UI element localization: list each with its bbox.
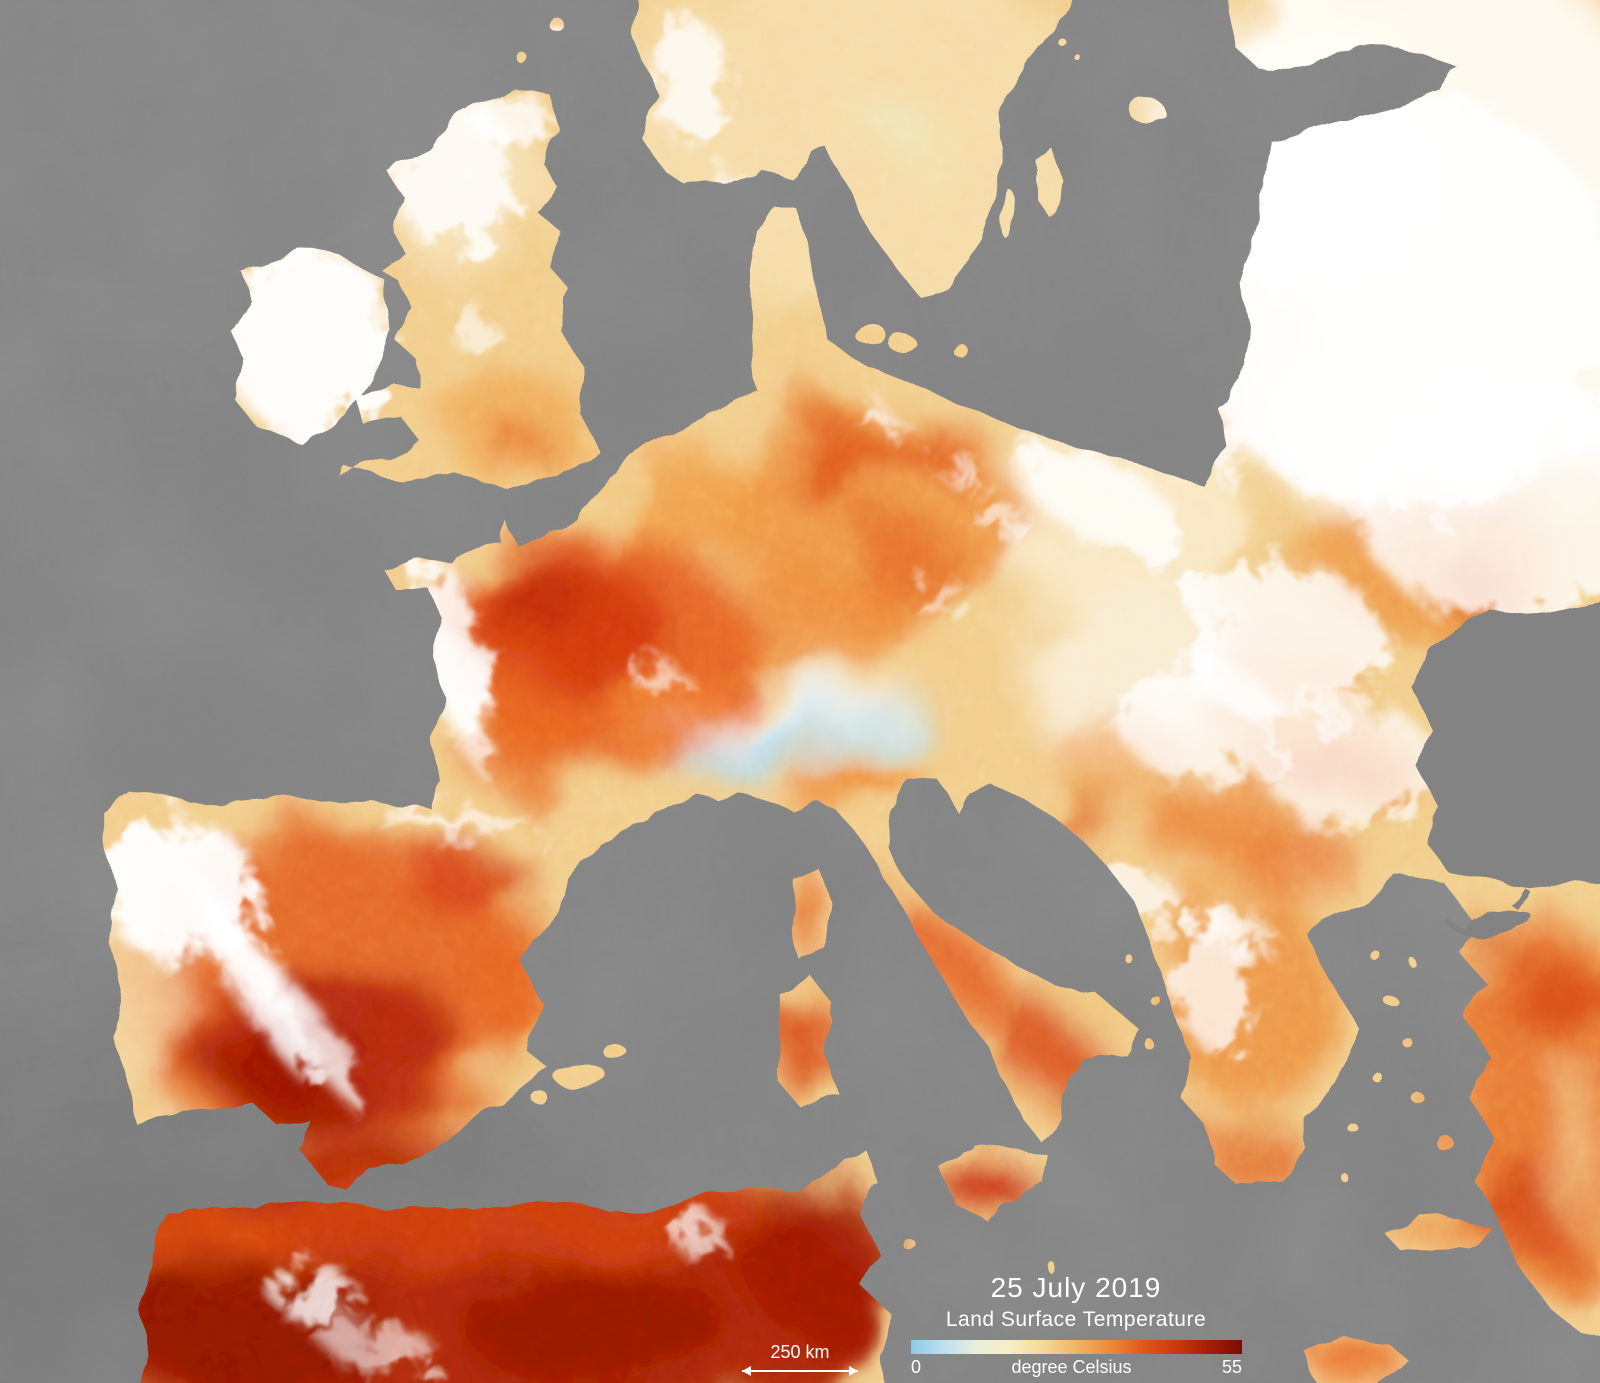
scale-bar: 250 km [742,1342,858,1376]
scale-bar-arrow [742,1366,858,1376]
colorbar-min-label: 0 [911,1357,922,1377]
scale-bar-label: 250 km [770,1342,830,1362]
date-label: 25 July 2019 [990,1272,1162,1303]
inland-seas [1414,602,1600,938]
map-title: Land Surface Temperature [945,1308,1207,1331]
sea-of-marmara [1463,908,1531,938]
dardanelles-strait [1444,918,1470,938]
temperature-colorbar [911,1340,1242,1354]
bosphorus-strait [1509,884,1527,907]
colorbar-labels: 0 degree Celsius 55 [911,1357,1242,1378]
black-sea [1414,602,1600,886]
colorbar-unit-label: degree Celsius [1011,1357,1132,1377]
colorbar-max-label: 55 [1221,1357,1242,1377]
